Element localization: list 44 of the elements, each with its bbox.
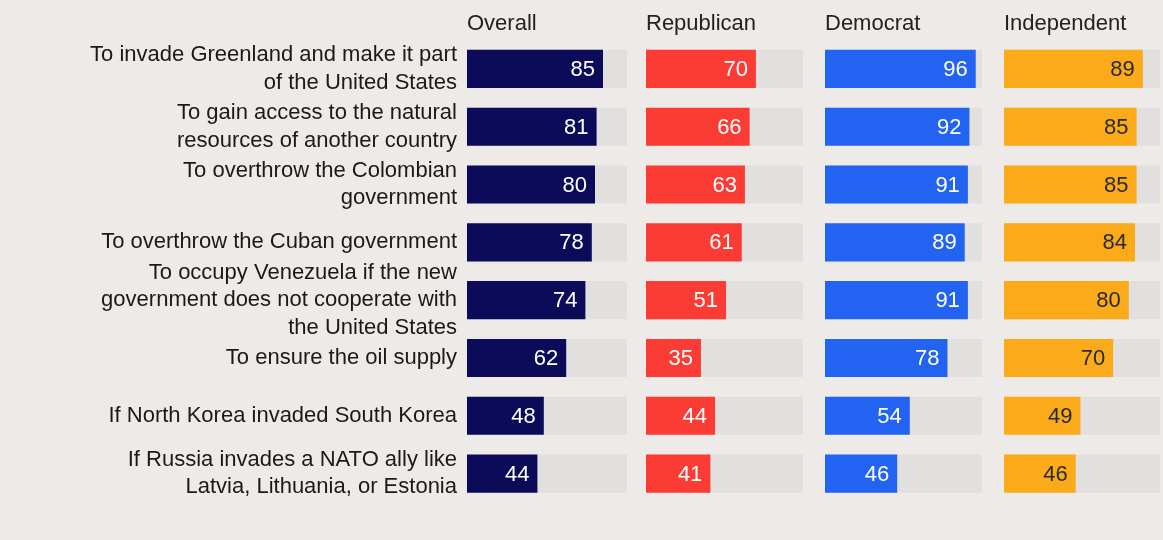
data-label: 89 — [932, 229, 957, 255]
y-tick-label: To occupy Venezuela if the new government does not cooperate with the United States — [101, 258, 458, 339]
data-label: 49 — [1047, 402, 1073, 428]
data-label: 80 — [1096, 287, 1121, 313]
data-label: 48 — [511, 402, 536, 428]
y-tick-label: To overthrow the Colombian government — [183, 156, 457, 210]
data-label: 85 — [1104, 171, 1129, 197]
data-label: 92 — [936, 113, 962, 139]
data-label: 91 — [935, 287, 960, 313]
y-tick-label: If North Korea invaded South Korea — [108, 401, 458, 427]
data-label: 46 — [1043, 460, 1068, 486]
data-label: 81 — [564, 113, 589, 139]
chart-title: Independent — [1004, 10, 1127, 35]
data-label: 78 — [914, 345, 940, 371]
y-tick-label: To ensure the oil supply — [225, 344, 457, 370]
data-label: 61 — [709, 229, 734, 255]
data-label: 70 — [723, 55, 748, 81]
y-tick-label: To gain access to the natural resources of another country — [176, 99, 457, 152]
data-label: 62 — [533, 345, 559, 371]
data-label: 63 — [712, 171, 737, 197]
data-label: 44 — [682, 402, 708, 428]
data-label: 44 — [504, 460, 530, 486]
data-label: 70 — [1080, 345, 1106, 371]
chart-title: Republican — [646, 10, 757, 35]
data-label: 91 — [935, 171, 960, 197]
data-label: 84 — [1102, 229, 1128, 255]
data-label: 54 — [877, 402, 902, 428]
data-label: 66 — [717, 113, 742, 139]
chart-title: Democrat — [825, 10, 921, 35]
data-label: 78 — [559, 229, 584, 255]
data-label: 74 — [552, 287, 578, 313]
data-label: 85 — [1104, 113, 1129, 139]
y-tick-label: To overthrow the Cuban government — [101, 228, 457, 254]
data-label: 89 — [1110, 55, 1135, 81]
data-label: 51 — [693, 287, 719, 313]
data-label: 46 — [864, 460, 890, 486]
y-tick-label: To invade Greenland and make it part of the United States — [90, 41, 457, 94]
data-label: 35 — [668, 345, 693, 371]
chart-title: Overall — [467, 10, 537, 35]
data-label: 80 — [562, 171, 587, 197]
data-label: 41 — [677, 460, 703, 486]
y-tick-label: If Russia invades a NATO ally like Latvia, Lithuania, or Estonia — [127, 445, 458, 499]
data-label: 96 — [943, 55, 968, 81]
data-label: 85 — [570, 55, 595, 81]
